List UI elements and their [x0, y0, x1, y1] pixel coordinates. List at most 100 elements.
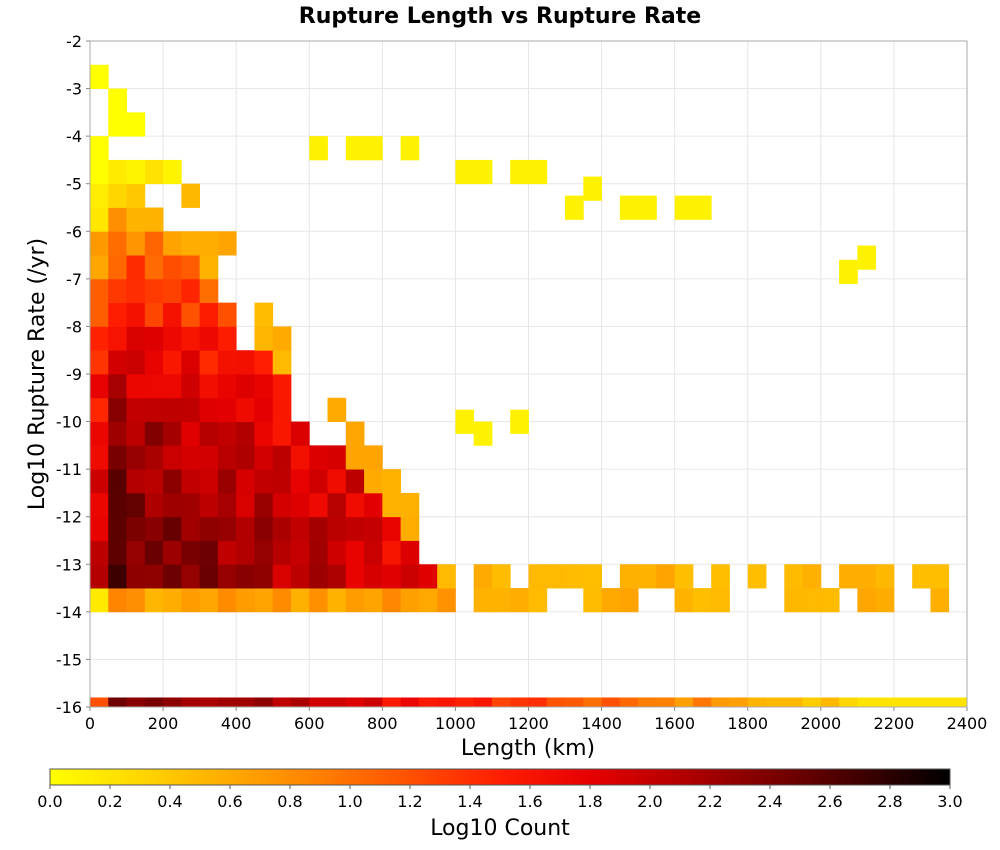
x-tick-label: 1800 [727, 714, 768, 733]
heatmap-cell [309, 492, 328, 518]
heatmap-cell [144, 326, 164, 351]
heatmap-cell [656, 697, 676, 708]
heatmap-cell [90, 231, 109, 256]
heatmap-cell [400, 540, 420, 565]
heatmap-cell [217, 492, 237, 518]
colorbar-ticks: 0.0 0.2 0.4 0.6 0.8 1.0 1.2 1.4 1.6 1.8 2.0 2.2 2.4 2… [37, 785, 963, 811]
heatmap-cell [181, 445, 201, 470]
heatmap-cell [126, 516, 146, 541]
heatmap-cell [126, 697, 146, 708]
heatmap-cell [839, 564, 858, 589]
chart-title: Rupture Length vs Rupture Rate [299, 4, 701, 29]
heatmap-cell [199, 255, 219, 280]
heatmap-cell [528, 159, 548, 185]
heatmap-cell [948, 697, 968, 708]
colorbar-tick-label: 0.8 [277, 792, 302, 811]
heatmap-cell [382, 516, 402, 541]
heatmap-cell [473, 159, 493, 185]
heatmap-cell [802, 564, 822, 589]
heatmap-cell [90, 421, 109, 446]
heatmap-cell [163, 397, 182, 422]
colorbar-tick-label: 3.0 [937, 792, 962, 811]
heatmap-cell [181, 421, 201, 446]
heatmap-cell [309, 445, 328, 470]
heatmap-cell [90, 540, 109, 565]
heatmap-cell [108, 469, 127, 494]
heatmap-cell [144, 255, 164, 280]
heatmap-cell [199, 231, 219, 256]
heatmap-cell [181, 374, 201, 399]
heatmap-cell [108, 207, 127, 232]
colorbar-tick-label: 1.6 [517, 792, 542, 811]
heatmap-cell [163, 159, 182, 185]
heatmap-cell [382, 469, 402, 494]
heatmap-cell [217, 374, 237, 399]
heatmap-cell [510, 588, 529, 613]
heatmap-cell [126, 445, 146, 470]
heatmap-cell [272, 469, 292, 494]
colorbar-tick-label: 2.4 [757, 792, 782, 811]
heatmap-cell [839, 697, 858, 708]
colorbar-tick-label: 0.4 [157, 792, 182, 811]
heatmap-cell [455, 697, 475, 708]
x-tick-label: 0 [85, 714, 95, 733]
heatmap-cell [199, 445, 219, 470]
heatmap-cell [290, 469, 310, 494]
heatmap-cell [126, 397, 146, 422]
heatmap-cell [290, 492, 310, 518]
heatmap-cell [565, 564, 584, 589]
heatmap-cell [90, 326, 109, 351]
heatmap-cell [364, 516, 383, 541]
heatmap-cell [181, 397, 201, 422]
heatmap-cell [126, 302, 146, 327]
heatmap-cell [491, 697, 511, 708]
heatmap-cell [692, 195, 712, 220]
heatmap-cell [254, 516, 274, 541]
heatmap-cell [400, 697, 420, 708]
heatmap-cell [126, 588, 146, 613]
heatmap-cell [747, 697, 767, 708]
heatmap-cell [345, 516, 365, 541]
heatmap-cell [126, 564, 146, 589]
heatmap-cell [418, 564, 438, 589]
heatmap-cell [327, 445, 347, 470]
heatmap-cell [181, 469, 201, 494]
heatmap-cell [930, 697, 950, 708]
heatmap-cell [601, 588, 621, 613]
heatmap-cell [930, 564, 950, 589]
heatmap-cell [108, 302, 127, 327]
heatmap-cell [857, 697, 877, 708]
heatmap-cell [90, 445, 109, 470]
heatmap-cell [199, 492, 219, 518]
heatmap-cell [144, 207, 164, 232]
heatmap-cell [674, 564, 694, 589]
heatmap-cell [163, 469, 182, 494]
x-tick-label: 200 [148, 714, 179, 733]
heatmap-cell [126, 231, 146, 256]
y-tick-label: -4 [66, 127, 82, 146]
x-axis-ticks: 0 200 400 600 800 1000 1200 1400 1600 1800 2000 220… [85, 707, 987, 733]
colorbar-tick-label: 2.0 [637, 792, 662, 811]
x-axis-label: Length (km) [461, 736, 595, 761]
heatmap-cell [272, 421, 292, 446]
heatmap-cell [382, 697, 402, 708]
heatmap-cell [272, 350, 292, 375]
heatmap-cell [236, 516, 255, 541]
heatmap-cell [144, 159, 164, 185]
heatmap-cell [364, 540, 383, 565]
heatmap-cell [108, 159, 127, 185]
heatmap-cell [272, 516, 292, 541]
heatmap-cell [766, 697, 785, 708]
heatmap-cell [90, 516, 109, 541]
heatmap-cell [217, 326, 237, 351]
heatmap-cell [199, 421, 219, 446]
heatmap-cell [473, 697, 493, 708]
heatmap-cell [272, 697, 292, 708]
heatmap-cell [437, 588, 456, 613]
heatmap-cell [528, 697, 548, 708]
heatmap-cell [802, 588, 822, 613]
heatmap-cell [565, 195, 584, 220]
heatmap-cell [126, 540, 146, 565]
heatmap-cell [382, 492, 402, 518]
